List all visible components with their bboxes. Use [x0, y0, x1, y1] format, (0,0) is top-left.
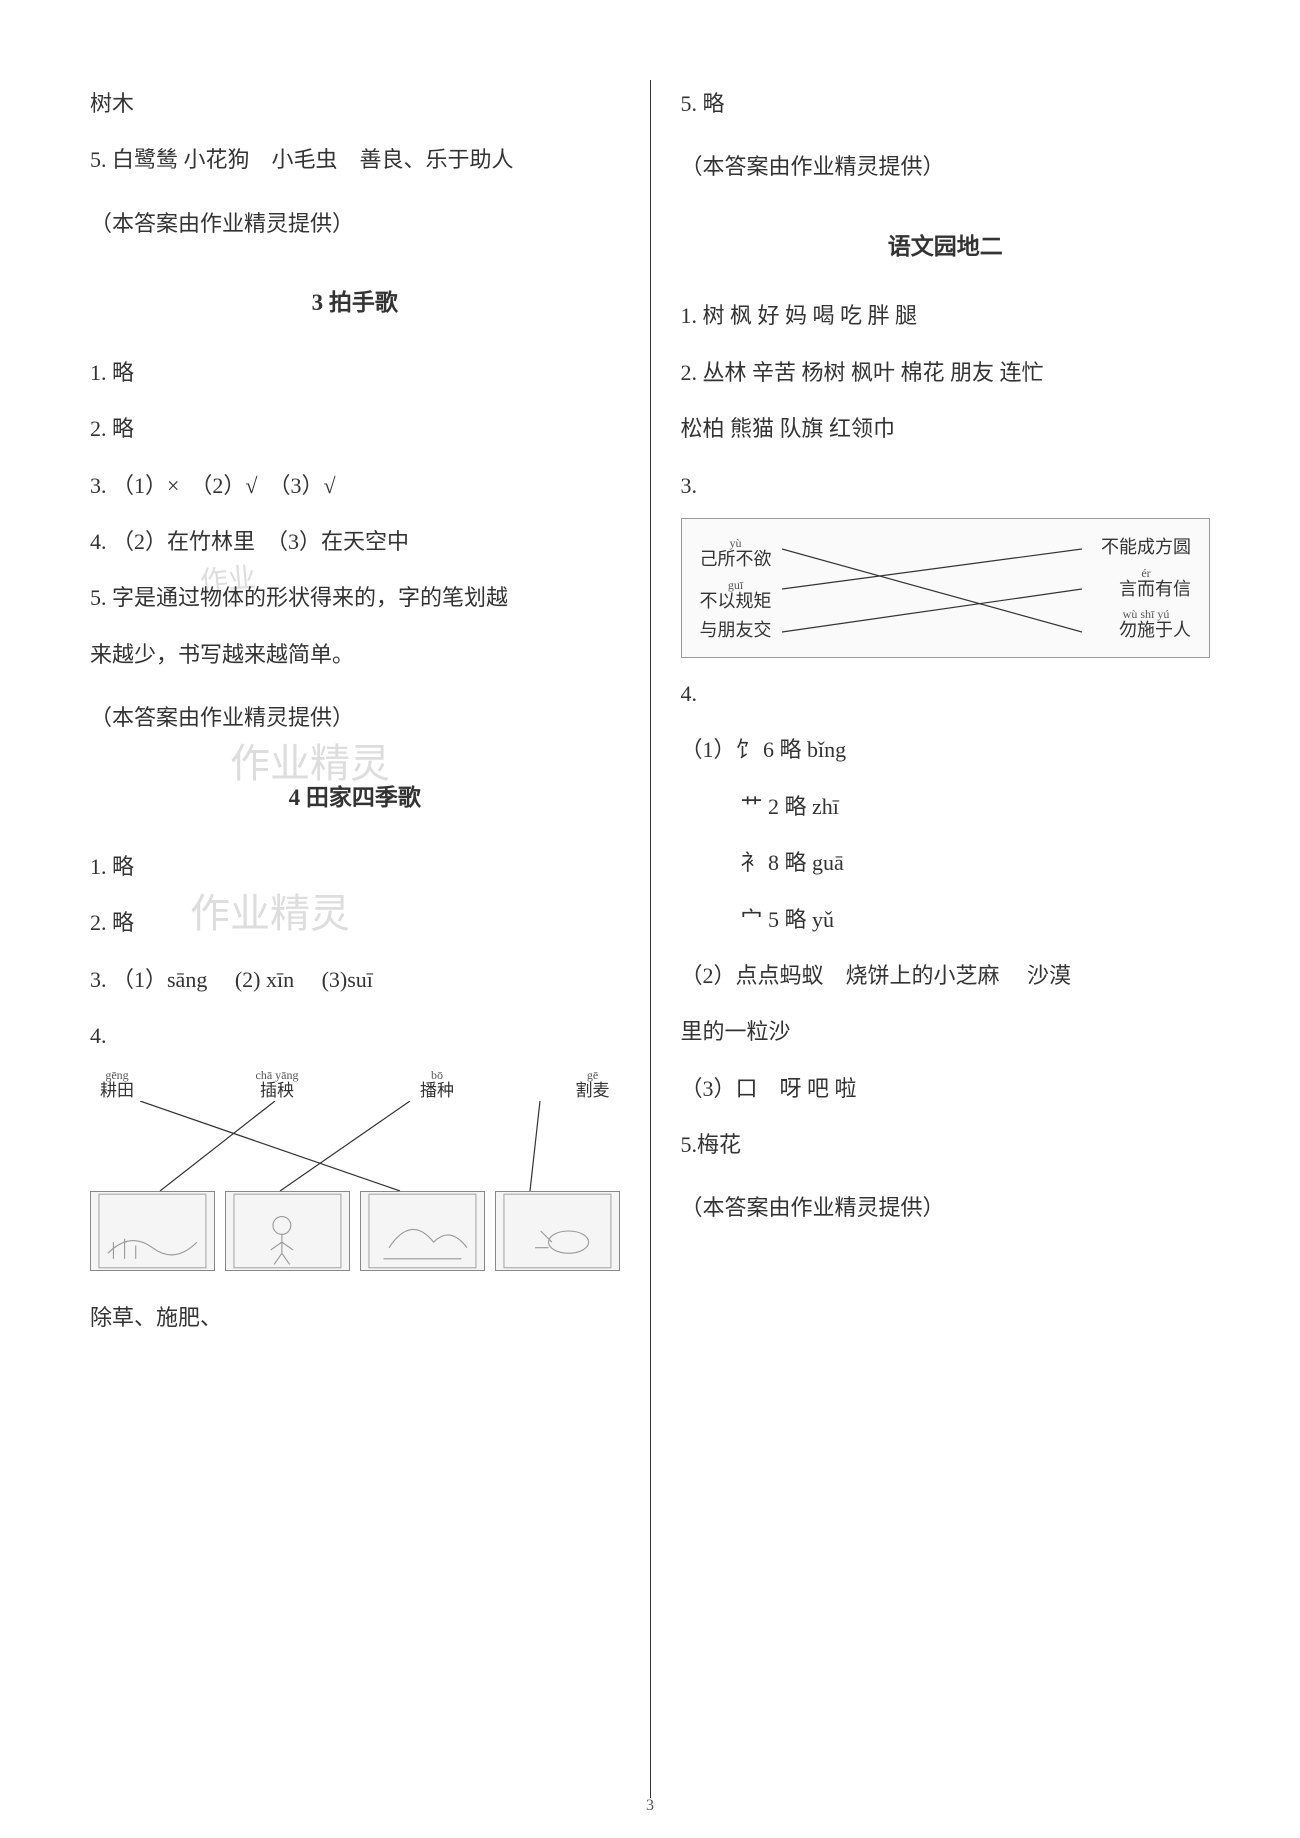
answer-item: 4. — [681, 670, 1211, 718]
section-title: 3 拍手歌 — [90, 278, 620, 329]
attribution-text: （本答案由作业精灵提供） — [90, 694, 620, 742]
answer-item: （2）点点蚂蚁 烧饼上的小芝麻 沙漠 — [681, 952, 1211, 1000]
cn-text: 勿施于人 — [1119, 620, 1191, 640]
cn-text: 言而有信 — [1119, 579, 1191, 599]
section-title: 语文园地二 — [681, 222, 1211, 273]
pinyin-text: yù — [700, 537, 772, 549]
attribution-text: （本答案由作业精灵提供） — [681, 143, 1211, 191]
cn-text: 与朋友交 — [700, 620, 772, 640]
matching-lines-icon — [782, 537, 1082, 642]
answer-item: 1. 略 — [90, 843, 620, 891]
answer-item: 4. — [90, 1012, 620, 1060]
pinyin-text: gē — [575, 1069, 609, 1081]
cn-text: 不以规矩 — [700, 591, 772, 611]
farm-image-placeholder — [90, 1191, 215, 1271]
cn-text: 不能成方圆 — [1101, 537, 1191, 557]
attribution-text: （本答案由作业精灵提供） — [90, 200, 620, 248]
matching-lines-icon — [100, 1101, 580, 1191]
answer-item: （1）饣 6 略 bǐng — [681, 726, 1211, 774]
answer-item: 松柏 熊猫 队旗 红领巾 — [681, 405, 1211, 453]
match-left-col: yù 己所不欲 guī 不以规矩 与朋友交 — [700, 537, 772, 642]
answer-item: 4. （2）在竹林里 （3）在天空中 — [90, 518, 620, 566]
answer-item: 1. 略 — [90, 349, 620, 397]
pinyin-text: guī — [700, 579, 772, 591]
cn-text: 耕田 — [100, 1081, 134, 1100]
answer-item: 3. — [681, 462, 1211, 510]
farm-image-placeholder — [360, 1191, 485, 1271]
cn-text: 己所不欲 — [700, 549, 772, 569]
farm-labels-row: gēng 耕田 chā yāng 插秧 bō 播种 gē 割麦 — [90, 1069, 620, 1101]
answer-item: 来越少，书写越来越简单。 — [90, 631, 620, 679]
answer-item: 3. （1）sāng (2) xīn (3)suī — [90, 956, 620, 1004]
right-column: 5. 略 （本答案由作业精灵提供） 语文园地二 1. 树 枫 好 妈 喝 吃 胖… — [651, 80, 1231, 1798]
answer-item: 5.梅花 — [681, 1121, 1211, 1169]
cn-text: 插秧 — [260, 1081, 294, 1100]
farm-image-placeholder — [225, 1191, 350, 1271]
answer-item: 5. 略 — [681, 80, 1211, 128]
attribution-text: （本答案由作业精灵提供） — [681, 1184, 1211, 1232]
cn-text: 播种 — [420, 1081, 454, 1100]
matching-diagram-idioms: yù 己所不欲 guī 不以规矩 与朋友交 不能成方圆 ér — [681, 518, 1211, 658]
farm-label: chā yāng 插秧 — [256, 1069, 299, 1101]
answer-item: 2. 略 — [90, 405, 620, 453]
farm-label: bō 播种 — [420, 1069, 454, 1101]
answer-item: 里的一粒沙 — [681, 1008, 1211, 1056]
farm-label: gē 割麦 — [575, 1069, 609, 1101]
match-item: ér 言而有信 — [1101, 567, 1191, 601]
section-title: 4 田家四季歌 — [90, 773, 620, 824]
cn-text: 割麦 — [575, 1081, 609, 1100]
pinyin-text: gēng — [100, 1069, 134, 1081]
farm-image-placeholder — [495, 1191, 620, 1271]
match-right-col: 不能成方圆 ér 言而有信 wù shī yú 勿施于人 — [1101, 537, 1191, 642]
pinyin-text: bō — [420, 1069, 454, 1081]
pinyin-text: wù shī yú — [1101, 608, 1191, 620]
two-column-layout: 树木 5. 白鹭鸶 小花狗 小毛虫 善良、乐于助人 （本答案由作业精灵提供） 3… — [70, 80, 1230, 1798]
match-item: wù shī yú 勿施于人 — [1101, 608, 1191, 642]
match-item: yù 己所不欲 — [700, 537, 772, 571]
match-item: guī 不以规矩 — [700, 579, 772, 613]
farm-images-row — [90, 1191, 620, 1271]
answer-item: 3. （1）× （2）√ （3）√ — [90, 462, 620, 510]
answer-item: 艹 2 略 zhī — [681, 783, 1211, 831]
pinyin-text: chā yāng — [256, 1069, 299, 1081]
text-line: 树木 — [90, 80, 620, 128]
answer-item: 1. 树 枫 好 妈 喝 吃 胖 腿 — [681, 292, 1211, 340]
answer-item: 衤 8 略 guā — [681, 839, 1211, 887]
pinyin-text: ér — [1101, 567, 1191, 579]
match-item: 与朋友交 — [700, 620, 772, 642]
answer-item: 2. 略 — [90, 899, 620, 947]
left-column: 树木 5. 白鹭鸶 小花狗 小毛虫 善良、乐于助人 （本答案由作业精灵提供） 3… — [70, 80, 651, 1798]
answer-item: （3）口 呀 吧 啦 — [681, 1065, 1211, 1113]
answer-item: 宀 5 略 yǔ — [681, 896, 1211, 944]
answer-item: 5. 白鹭鸶 小花狗 小毛虫 善良、乐于助人 — [90, 136, 620, 184]
text-line: 除草、施肥、 — [90, 1294, 620, 1342]
farm-label: gēng 耕田 — [100, 1069, 134, 1101]
answer-item: 5. 字是通过物体的形状得来的，字的笔划越 — [90, 574, 620, 622]
match-item: 不能成方圆 — [1101, 537, 1191, 559]
answer-item: 2. 丛林 辛苦 杨树 枫叶 棉花 朋友 连忙 — [681, 349, 1211, 397]
matching-diagram-farm: gēng 耕田 chā yāng 插秧 bō 播种 gē 割麦 — [90, 1069, 620, 1279]
